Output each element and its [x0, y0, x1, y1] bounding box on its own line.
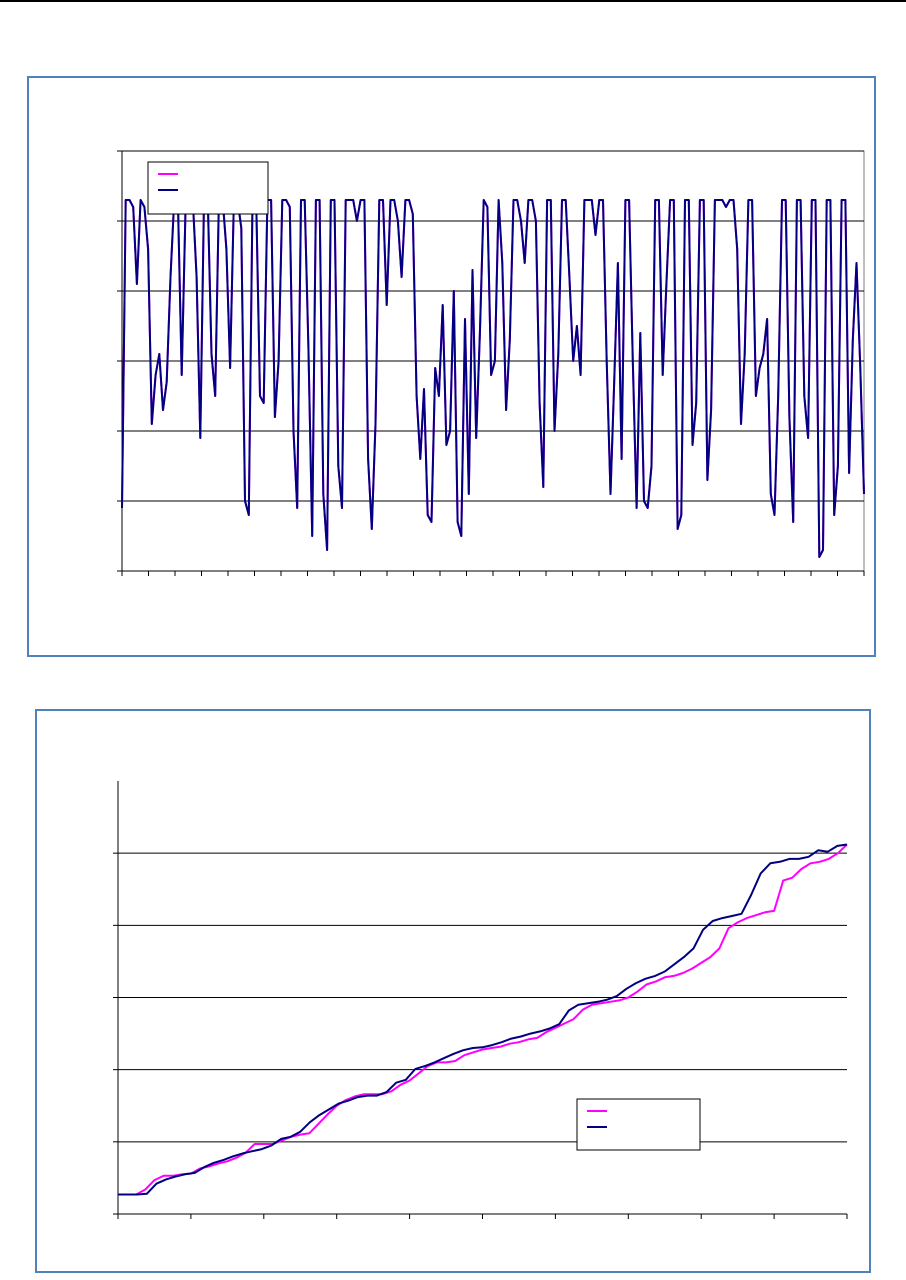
legend-box: [576, 1098, 701, 1151]
series-line-b: [121, 199, 865, 558]
legend-box: [147, 161, 269, 215]
page-top-rule: [0, 0, 906, 2]
chart-2: [113, 781, 848, 1219]
chart-panel-1: [27, 76, 876, 657]
series-line-a: [118, 843, 848, 1196]
series-line-b: [118, 843, 848, 1196]
chart-panel-2: [35, 709, 871, 1273]
chart-1: [117, 150, 865, 576]
